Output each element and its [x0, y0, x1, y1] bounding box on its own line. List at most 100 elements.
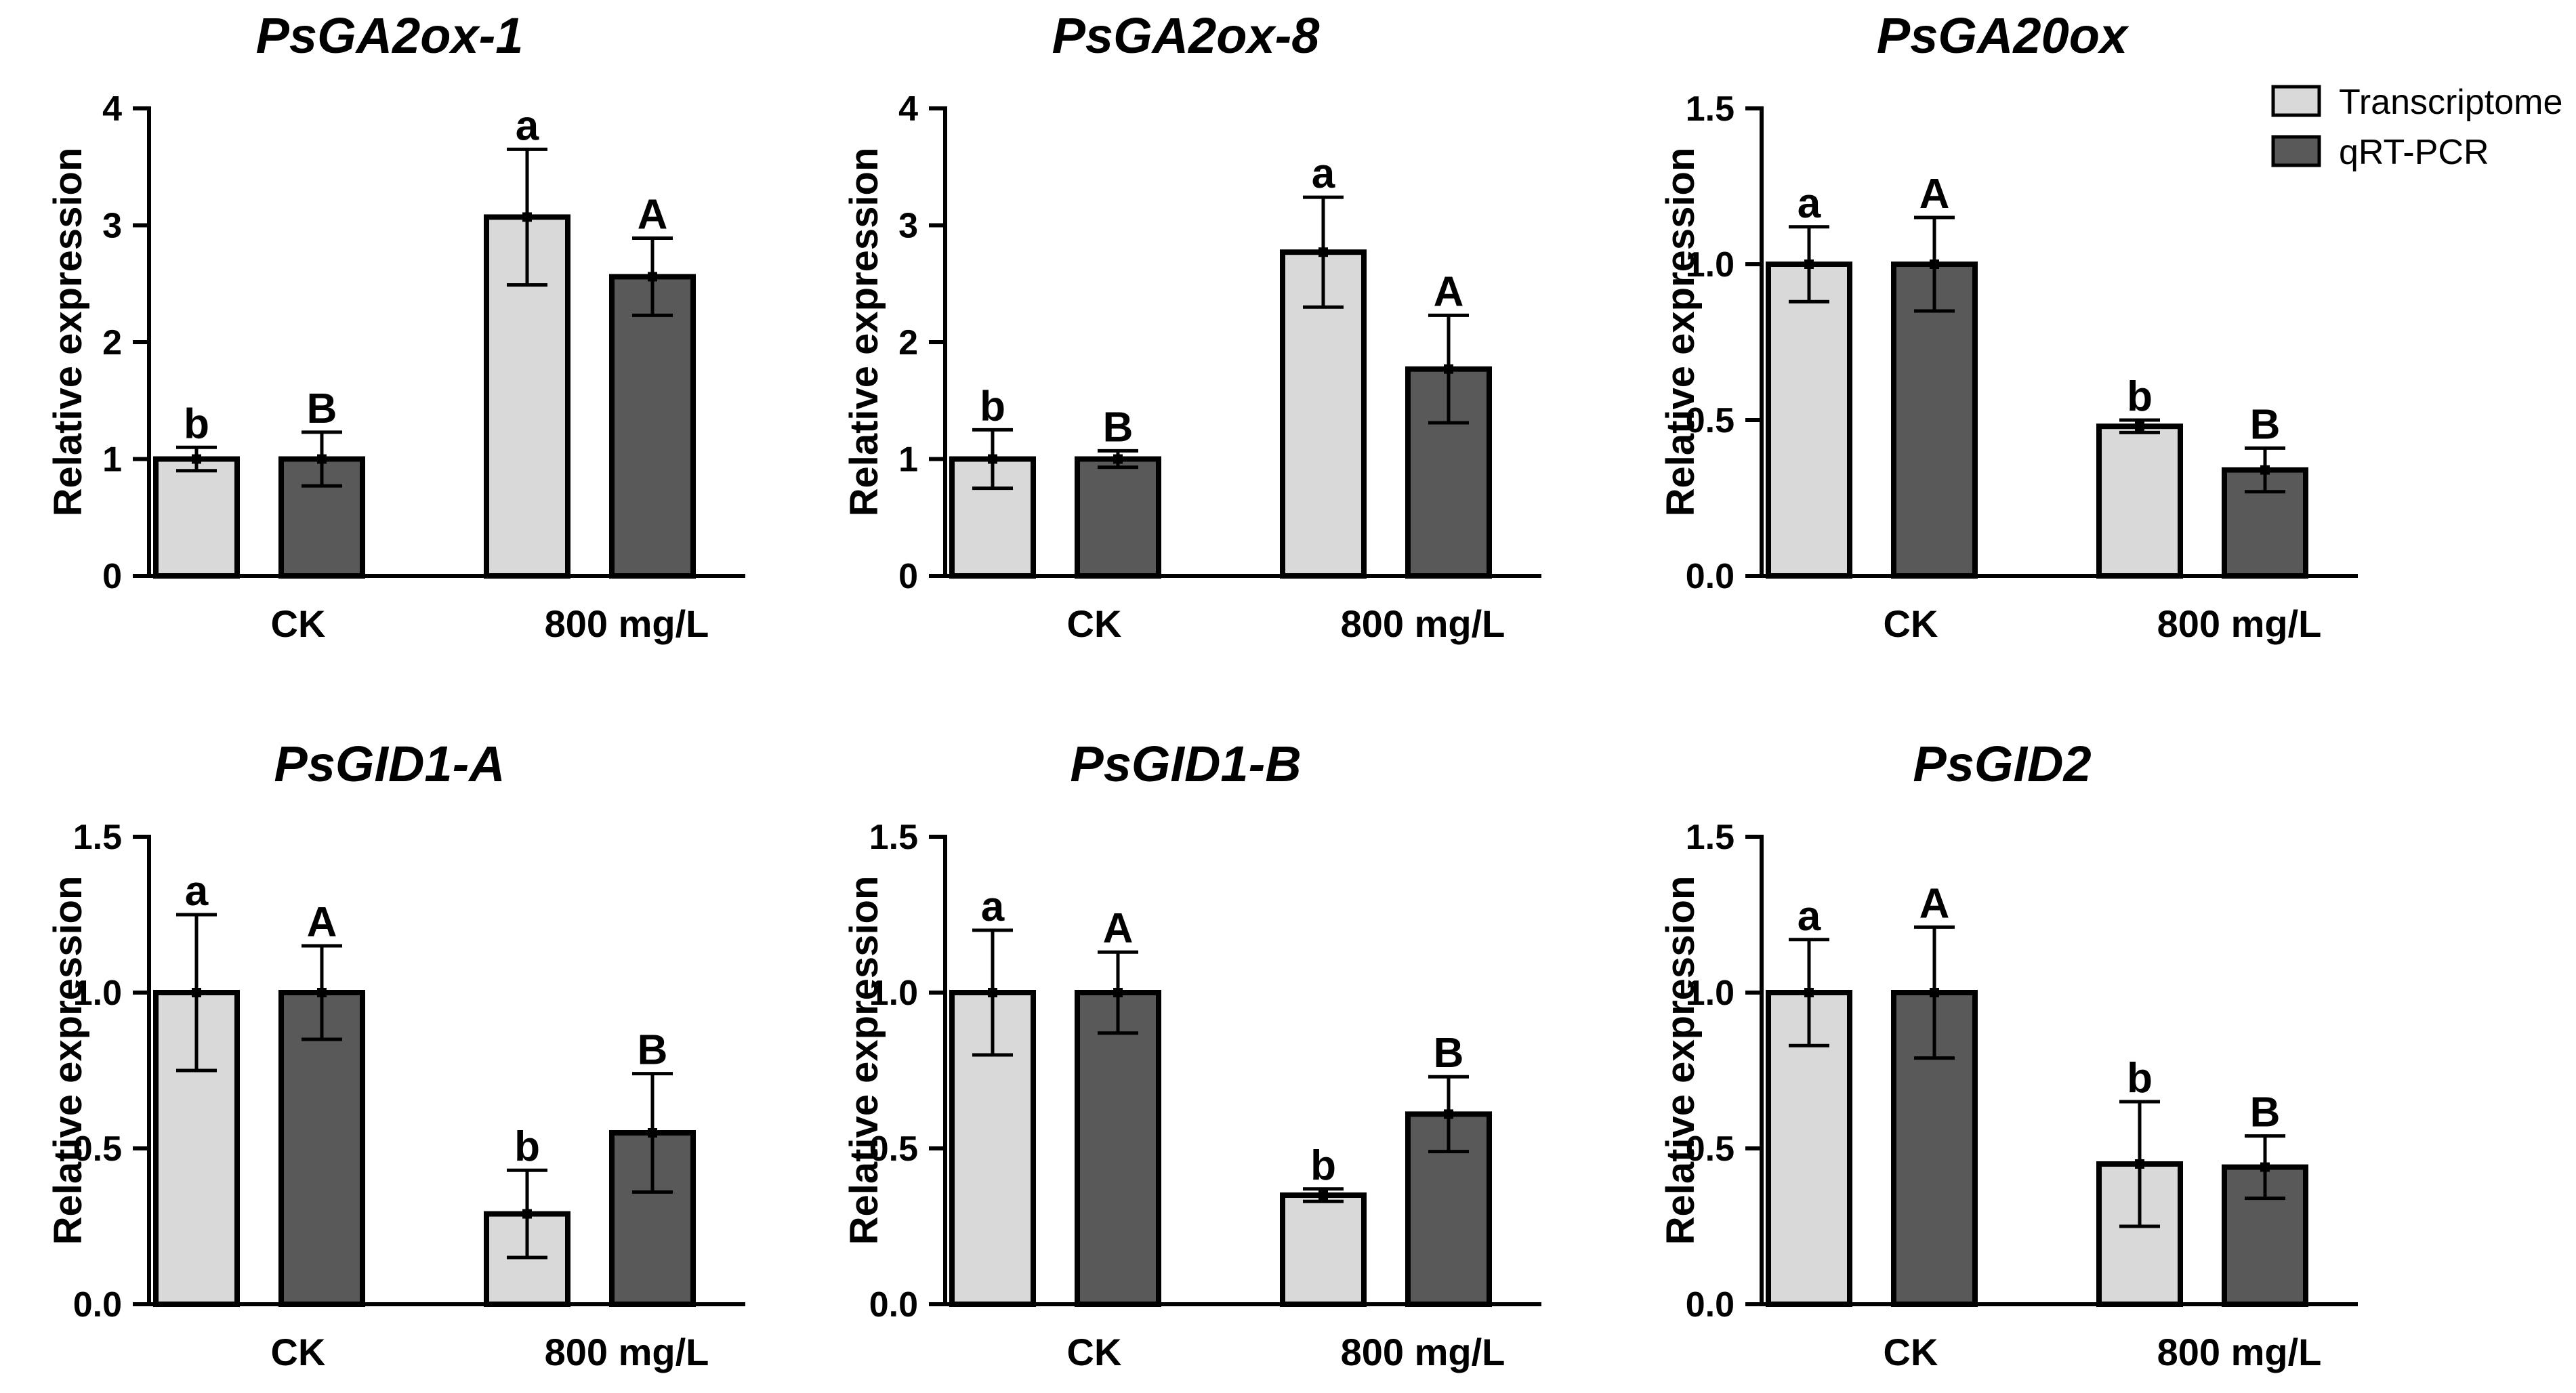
mean-marker [2260, 1162, 2270, 1172]
bar [153, 456, 240, 579]
y-tick-label: 3 [102, 207, 122, 246]
mean-marker [2135, 421, 2144, 432]
y-tick-label: 0.5 [73, 1129, 122, 1169]
significance-letter: b [2127, 1055, 2153, 1102]
bar [2096, 423, 2183, 579]
legend-swatch-qrtpcr [2271, 135, 2321, 167]
chart-panel-4: PsGID1-A Relative expression 0.0 0.5 1.0 1.5 C… [46, 736, 745, 1373]
mean-marker [317, 454, 327, 464]
significance-letter: B [2250, 1089, 2281, 1136]
significance-letter: A [307, 899, 337, 946]
y-tick-label: 4 [898, 89, 918, 129]
y-axis-label: Relative expression [1659, 148, 1703, 517]
y-axis-label: Relative expression [842, 148, 886, 517]
x-category-label: 800 mg/L [545, 1331, 709, 1373]
x-category-label: 800 mg/L [2157, 1331, 2322, 1373]
mean-marker [1804, 988, 1814, 997]
chart-title: PsGA20ox [1877, 7, 2130, 64]
y-tick-label: 1.0 [1686, 245, 1734, 285]
chart-panel-6: PsGID2 Relative expression 0.0 0.5 1.0 1.5 CK 8… [1659, 736, 2358, 1373]
mean-marker [1804, 259, 1814, 269]
y-axis-label: Relative expression [842, 876, 886, 1245]
y-tick-label: 1.0 [1686, 974, 1734, 1013]
mean-marker [1318, 1190, 1328, 1200]
mean-marker [1318, 247, 1328, 257]
bar [949, 456, 1036, 579]
y-tick-label: 0.5 [1686, 1129, 1734, 1169]
chart-title: PsGID2 [1913, 736, 2091, 792]
y-axis-label: Relative expression [46, 876, 90, 1245]
significance-letter: A [638, 191, 668, 238]
bar [609, 274, 696, 579]
significance-letter: B [307, 386, 337, 432]
significance-letter: b [980, 383, 1005, 430]
y-tick-label: 0 [102, 557, 122, 596]
y-tick-label: 2 [102, 323, 122, 362]
significance-letter: A [1919, 171, 1950, 217]
mean-marker [988, 454, 997, 464]
mean-marker [317, 988, 327, 997]
significance-letter: A [1103, 905, 1134, 952]
y-tick-label: 0.0 [73, 1285, 122, 1325]
chart-title: PsGA2ox-8 [1052, 7, 1321, 64]
significance-letter: B [638, 1027, 668, 1074]
x-category-label: 800 mg/L [1341, 1331, 1505, 1373]
x-category-label: CK [271, 602, 326, 645]
y-axis-label: Relative expression [1659, 876, 1703, 1245]
significance-letter: a [1798, 893, 1821, 940]
x-category-label: 800 mg/L [2157, 602, 2322, 645]
bar [1075, 456, 1161, 579]
y-tick-label: 0 [898, 557, 918, 596]
mean-marker [2260, 465, 2270, 475]
mean-marker [1930, 259, 1939, 269]
y-tick-label: 3 [898, 207, 918, 246]
y-tick-label: 0.0 [1686, 1285, 1734, 1325]
mean-marker [2135, 1159, 2144, 1169]
bar [1075, 990, 1161, 1307]
x-category-label: 800 mg/L [1341, 602, 1505, 645]
chart-panel-2: PsGA2ox-8 Relative expression 0 1 2 3 4 CK 800 m… [842, 7, 1541, 645]
y-tick-label: 0.5 [1686, 401, 1734, 440]
y-tick-label: 0.0 [1686, 557, 1734, 596]
y-tick-label: 4 [102, 89, 122, 129]
mean-marker [522, 212, 532, 222]
chart-title: PsGA2ox-1 [256, 7, 524, 64]
y-tick-label: 1.5 [1686, 818, 1734, 857]
significance-letter: A [1919, 880, 1950, 927]
mean-marker [648, 1128, 657, 1138]
mean-marker [522, 1209, 532, 1219]
chart-panel-1: PsGA2ox-1 Relative expression 0 1 2 3 4 CK 800 m… [46, 7, 745, 645]
significance-letter: B [2250, 401, 2281, 448]
mean-marker [1444, 364, 1453, 374]
x-category-label: 800 mg/L [545, 602, 709, 645]
mean-marker [192, 454, 201, 464]
chart-title: PsGID1-A [274, 736, 505, 792]
mean-marker [648, 272, 657, 282]
x-category-label: CK [1067, 1331, 1122, 1373]
y-tick-label: 1.5 [1686, 89, 1734, 129]
y-tick-label: 1 [102, 440, 122, 480]
significance-letter: a [185, 868, 209, 915]
y-tick-label: 1.5 [869, 818, 918, 857]
x-category-label: CK [1067, 602, 1122, 645]
significance-letter: B [1103, 404, 1134, 451]
y-tick-label: 1 [898, 440, 918, 480]
significance-letter: a [981, 883, 1005, 930]
y-tick-label: 1.0 [73, 974, 122, 1013]
chart-title: PsGID1-B [1070, 736, 1301, 792]
x-category-label: CK [1884, 602, 1938, 645]
significance-letter: a [1798, 180, 1821, 227]
y-tick-label: 2 [898, 323, 918, 362]
y-tick-label: 0.5 [869, 1129, 918, 1169]
legend-label-qrtpcr: qRT-PCR [2339, 133, 2489, 172]
y-tick-label: 0.0 [869, 1285, 918, 1325]
chart-panel-3: PsGA20ox Relative expression 0.0 0.5 1.0 1.5 C… [1659, 7, 2358, 645]
significance-letter: B [1434, 1030, 1464, 1077]
x-category-label: CK [1884, 1331, 1938, 1373]
mean-marker [988, 988, 997, 997]
legend-swatch-transcriptome [2271, 85, 2321, 117]
chart-panel-5: PsGID1-B Relative expression 0.0 0.5 1.0 1.5 C… [842, 736, 1541, 1373]
mean-marker [1113, 454, 1123, 464]
significance-letter: b [184, 400, 209, 447]
